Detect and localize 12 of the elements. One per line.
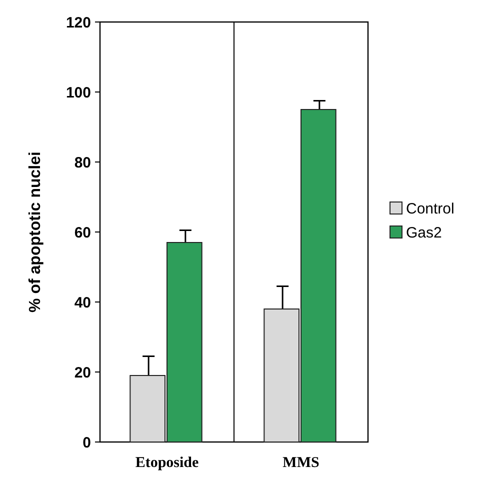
x-tick-label: MMS: [282, 455, 320, 471]
y-tick-label: 100: [66, 84, 91, 102]
x-tick-label: Etoposide: [135, 455, 200, 471]
y-tick-label: 20: [74, 364, 91, 382]
legend-label: Gas2: [406, 224, 442, 242]
y-axis-title: % of apoptotic nuclei: [27, 152, 44, 312]
y-tick-label: 0: [82, 434, 91, 452]
y-tick-label: 40: [74, 294, 91, 312]
y-tick-label: 80: [74, 154, 91, 172]
y-tick-label: 60: [74, 224, 91, 242]
legend-label: Control: [406, 200, 454, 218]
y-tick-label: 120: [66, 14, 91, 32]
